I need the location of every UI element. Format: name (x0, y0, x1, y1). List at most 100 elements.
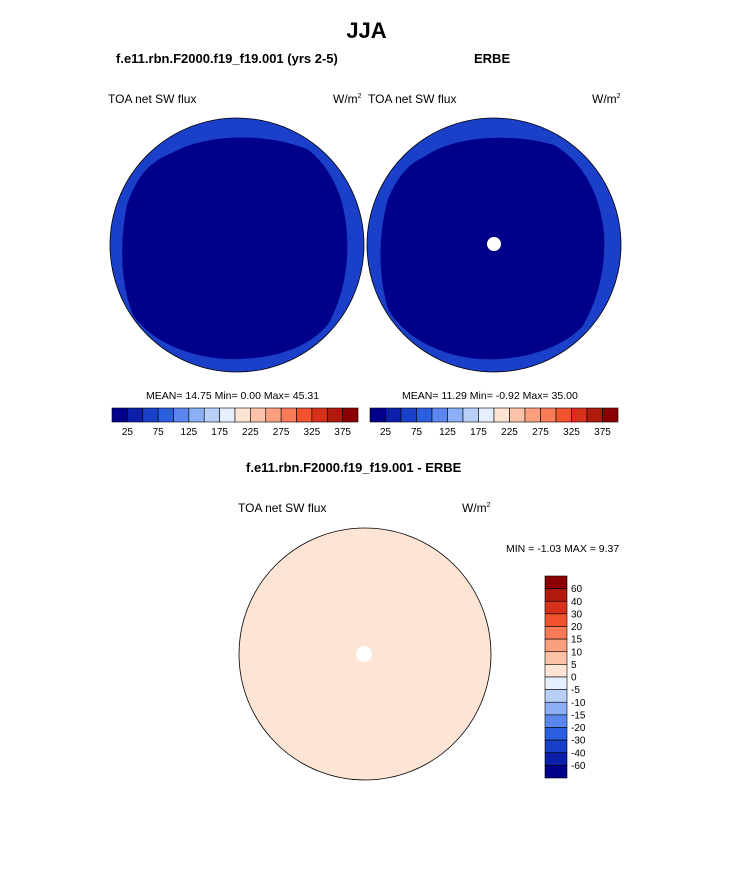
left-colorbar-swatch (326, 407, 343, 423)
diff-colorbar-tick-label: -30 (571, 736, 586, 747)
right-colorbar-swatch (400, 407, 417, 423)
diff-variable-label: TOA net SW flux (238, 501, 327, 515)
right-units-exp: 2 (616, 93, 621, 100)
diff-colorbar-swatch (544, 739, 568, 754)
diff-colorbar-tick-label: 30 (571, 609, 583, 620)
right-units-base: W/m (592, 92, 617, 106)
season-title: JJA (346, 18, 387, 43)
diff-colorbar-swatch (544, 600, 568, 615)
right-colorbar-swatch (493, 407, 510, 423)
right-colorbar-swatch (571, 407, 588, 423)
left-colorbar-swatch (296, 407, 313, 423)
diff-colorbar-tick-label: 20 (571, 622, 583, 633)
diff-colorbar-tick-label: -20 (571, 723, 586, 734)
right-colorbar-tick-label: 175 (470, 427, 487, 438)
left-colorbar-tick-label: 75 (153, 427, 165, 438)
diff-colorbar-swatch (544, 727, 568, 741)
diff-units-exp: 2 (486, 502, 491, 509)
diff-colorbar-swatch (544, 626, 568, 640)
diff-colorbar-tick-label: -60 (571, 761, 586, 772)
left-colorbar: 25 75 125 175 225 275 325 375 (111, 407, 359, 438)
right-colorbar-swatch (478, 407, 495, 423)
diff-colorbar-tick-label: -10 (571, 698, 586, 709)
left-colorbar-swatch (311, 407, 328, 423)
right-colorbar-swatch (602, 407, 619, 423)
right-colorbar: 25 75 125 175 225 275 325 375 (369, 407, 619, 438)
right-colorbar-tick-label: 25 (380, 427, 392, 438)
left-colorbar-tick-label: 225 (242, 427, 259, 438)
left-variable-label: TOA net SW flux (108, 92, 197, 106)
right-polar-map (366, 117, 622, 373)
left-colorbar-swatch (250, 407, 267, 423)
left-colorbar-swatch (234, 407, 251, 423)
right-colorbar-swatch (447, 407, 464, 423)
right-colorbar-swatch (540, 407, 557, 423)
diff-colorbar-swatch (544, 714, 568, 728)
left-stats: MEAN= 14.75 Min= 0.00 Max= 45.31 (146, 390, 320, 402)
diff-units-base: W/m (462, 501, 487, 515)
right-pole-hole (487, 237, 501, 251)
diff-colorbar-swatch (544, 588, 568, 602)
diff-colorbar-swatch (544, 664, 568, 678)
diff-polar-map (238, 527, 492, 781)
left-colorbar-swatch (173, 407, 190, 423)
diff-colorbar-tick-label: -15 (571, 710, 586, 721)
right-colorbar-swatch (524, 407, 541, 423)
diff-colorbar-swatch (544, 613, 568, 627)
diff-map-border (238, 527, 492, 781)
right-colorbar-tick-label: 325 (563, 427, 580, 438)
diff-stats: MIN = -1.03 MAX = 9.37 (506, 543, 620, 555)
left-colorbar-tick-label: 375 (334, 427, 351, 438)
diff-colorbar-tick-label: 40 (571, 597, 583, 608)
diff-colorbar-swatch (544, 689, 568, 703)
diff-colorbar-tick-label: 60 (571, 584, 583, 595)
left-panel-title: f.e11.rbn.F2000.f19_f19.001 (yrs 2-5) (116, 51, 338, 66)
diff-colorbar-tick-label: 10 (571, 647, 583, 658)
left-colorbar-tick-label: 275 (273, 427, 290, 438)
diff-title: f.e11.rbn.F2000.f19_f19.001 - ERBE (246, 460, 462, 475)
right-colorbar-swatch (416, 407, 433, 423)
diff-colorbar-swatch (544, 638, 568, 653)
diff-colorbar-tick-label: 0 (571, 673, 577, 684)
right-stats: MEAN= 11.29 Min= -0.92 Max= 35.00 (402, 390, 578, 402)
diff-colorbar-tick-label: 5 (571, 660, 577, 671)
right-colorbar-tick-label: 275 (532, 427, 549, 438)
left-colorbar-swatch (219, 407, 236, 423)
diff-colorbar-swatch (544, 676, 568, 690)
right-colorbar-tick-label: 375 (594, 427, 611, 438)
right-colorbar-swatch (369, 407, 386, 423)
diff-colorbar-swatch (544, 575, 568, 589)
diff-pole-hole (356, 646, 372, 662)
left-colorbar-swatch (280, 407, 297, 423)
right-colorbar-swatch (462, 407, 479, 423)
left-colorbar-swatch (265, 407, 282, 423)
right-colorbar-swatch (431, 407, 448, 423)
diff-colorbar-swatch (544, 651, 568, 665)
left-polar-map (109, 117, 365, 373)
diff-units-label: W/m2 (462, 501, 491, 515)
left-colorbar-tick-label: 125 (181, 427, 198, 438)
left-units-exp: 2 (357, 93, 362, 100)
diff-colorbar-tick-label: 15 (571, 635, 583, 646)
right-colorbar-tick-label: 75 (411, 427, 423, 438)
left-colorbar-swatch (127, 407, 144, 423)
left-colorbar-tick-label: 175 (211, 427, 228, 438)
left-units-label: W/m2 (333, 92, 362, 106)
left-colorbar-swatch (203, 407, 220, 423)
right-variable-label: TOA net SW flux (368, 92, 457, 106)
left-units-base: W/m (333, 92, 358, 106)
left-colorbar-swatch (157, 407, 174, 423)
left-colorbar-tick-label: 25 (122, 427, 134, 438)
diff-colorbar-swatch (544, 701, 568, 716)
diff-colorbar-tick-label: -40 (571, 748, 586, 759)
left-colorbar-swatch (188, 407, 205, 423)
left-colorbar-tick-label: 325 (304, 427, 321, 438)
diff-colorbar-swatch (544, 752, 568, 766)
right-panel-title: ERBE (474, 51, 511, 66)
right-colorbar-tick-label: 225 (501, 427, 518, 438)
diff-colorbar-swatch (544, 765, 568, 779)
right-colorbar-swatch (555, 407, 572, 423)
left-colorbar-swatch (142, 407, 159, 423)
